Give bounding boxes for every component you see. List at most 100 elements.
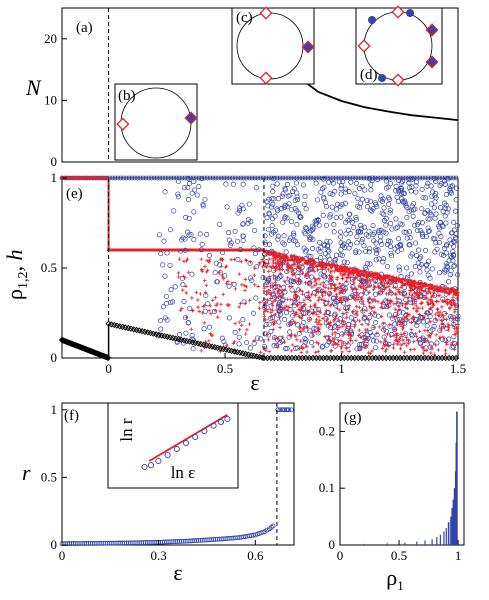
blue-point xyxy=(378,193,384,199)
blue-point xyxy=(419,220,426,226)
panel-f-ylabel: r xyxy=(22,460,31,485)
panel-f-xlabel: ε xyxy=(173,560,182,585)
red-point xyxy=(335,306,340,311)
blue-point xyxy=(224,175,230,181)
r-point xyxy=(275,407,281,413)
red-point xyxy=(423,311,428,316)
blue-point xyxy=(377,290,383,296)
blue-point xyxy=(331,229,337,235)
red-point xyxy=(368,351,373,356)
blue-point xyxy=(218,175,224,181)
red-point xyxy=(441,317,446,321)
blue-point xyxy=(326,179,332,185)
red-point xyxy=(311,268,315,273)
red-point xyxy=(358,278,363,283)
red-point xyxy=(394,314,398,319)
red-point xyxy=(286,256,289,259)
red-point xyxy=(270,308,275,312)
red-point xyxy=(370,349,374,353)
blue-point xyxy=(211,308,217,314)
red-point xyxy=(233,248,237,252)
blue-point xyxy=(426,228,432,234)
red-point xyxy=(226,279,230,284)
red-point xyxy=(311,311,316,316)
blue-point xyxy=(249,277,255,284)
red-point xyxy=(337,308,342,312)
blue-point xyxy=(112,175,118,181)
blue-point xyxy=(180,282,186,288)
red-point xyxy=(443,348,448,352)
red-point xyxy=(305,261,309,264)
blue-point xyxy=(272,175,277,181)
inset-f-xlabel: ln ε xyxy=(171,463,196,482)
red-point xyxy=(313,304,318,308)
blue-point xyxy=(344,328,350,334)
red-point xyxy=(286,268,290,273)
red-point xyxy=(397,307,402,312)
red-point xyxy=(361,286,366,291)
red-point xyxy=(291,259,295,262)
red-point xyxy=(329,286,333,291)
red-point xyxy=(349,286,354,290)
red-point xyxy=(232,257,237,262)
red-point xyxy=(247,322,252,326)
red-point xyxy=(217,248,221,252)
blue-point xyxy=(163,175,168,181)
blue-point xyxy=(286,237,292,243)
red-point xyxy=(338,267,341,270)
blue-point xyxy=(322,175,328,181)
blue-point xyxy=(324,280,330,286)
blue-point xyxy=(143,175,149,181)
red-point xyxy=(335,277,339,282)
red-point xyxy=(359,296,364,301)
red-point xyxy=(348,324,353,329)
blue-point xyxy=(160,175,165,181)
red-point xyxy=(452,347,457,352)
blue-point xyxy=(406,176,412,182)
blue-point xyxy=(451,333,457,340)
blue-point xyxy=(354,240,360,246)
red-point xyxy=(435,287,438,290)
red-point xyxy=(215,315,220,319)
red-point xyxy=(290,267,295,271)
red-point xyxy=(446,328,451,332)
blue-point xyxy=(383,230,389,236)
red-point xyxy=(136,248,140,252)
blue-point xyxy=(185,175,191,181)
blue-point xyxy=(206,324,213,330)
blue-point xyxy=(395,236,402,242)
x-tick-label: 0 xyxy=(59,548,66,563)
red-point xyxy=(274,254,278,257)
red-point xyxy=(332,283,337,288)
red-point xyxy=(194,290,199,295)
blue-point xyxy=(406,180,412,186)
red-point xyxy=(237,272,242,276)
red-point xyxy=(321,280,325,285)
red-point xyxy=(407,292,412,296)
x-tick-label: 0 xyxy=(105,361,112,376)
red-point xyxy=(308,259,311,262)
red-point xyxy=(260,265,265,269)
red-point xyxy=(330,327,335,332)
red-point xyxy=(425,300,430,304)
red-point xyxy=(429,345,434,350)
blue-point xyxy=(182,175,188,181)
red-point xyxy=(403,302,408,307)
inset-c-label: (c) xyxy=(236,10,253,26)
red-point xyxy=(317,295,321,300)
blue-point xyxy=(425,216,431,222)
red-point xyxy=(382,276,385,279)
red-point xyxy=(388,334,393,339)
blue-point xyxy=(180,340,186,346)
red-point xyxy=(213,308,218,313)
blue-point xyxy=(392,246,398,252)
red-point xyxy=(333,264,336,267)
red-point xyxy=(262,314,267,319)
blue-point xyxy=(206,252,212,258)
blue-point xyxy=(318,189,324,195)
red-point xyxy=(329,291,333,295)
red-point xyxy=(217,270,222,274)
red-point xyxy=(328,276,333,281)
blue-point xyxy=(244,175,249,181)
x-tick-label: 0.5 xyxy=(217,361,233,376)
